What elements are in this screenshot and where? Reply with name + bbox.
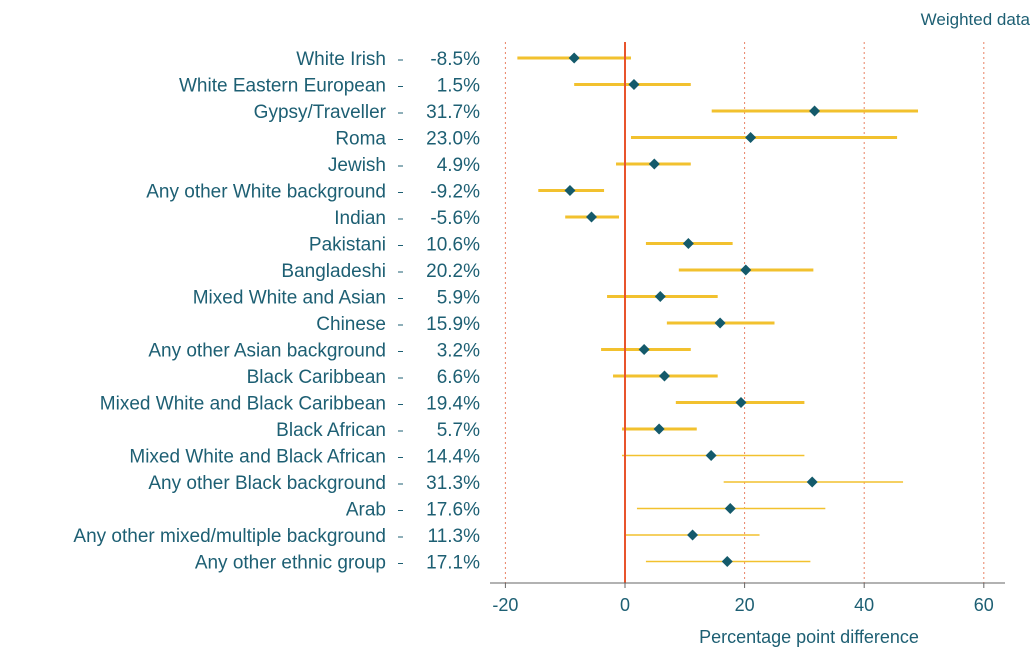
value-label: 31.3%	[426, 473, 480, 494]
x-tick-label: 20	[735, 595, 755, 615]
point-estimate	[809, 105, 821, 117]
point-estimate	[648, 158, 660, 170]
point-estimate	[568, 52, 580, 64]
point-estimate	[586, 211, 598, 223]
x-tick-label: 60	[974, 595, 994, 615]
value-label: 4.9%	[437, 155, 480, 176]
point-estimate	[628, 79, 640, 90]
value-label: 3.2%	[437, 341, 480, 362]
chart-subtitle: Weighted data	[921, 10, 1031, 29]
value-label: 5.9%	[437, 288, 480, 309]
point-estimate	[658, 370, 670, 382]
row-label: Mixed White and Black African	[129, 447, 386, 468]
row-label: Roma	[335, 129, 386, 150]
row-label: Indian	[334, 208, 386, 229]
row-label: Black Caribbean	[247, 367, 386, 388]
row-label: Mixed White and Asian	[193, 288, 386, 309]
value-label: -8.5%	[430, 49, 480, 70]
row-label: Mixed White and Black Caribbean	[100, 394, 386, 415]
point-estimate	[564, 185, 576, 196]
point-estimate	[721, 556, 733, 567]
x-tick-label: -20	[492, 595, 518, 615]
point-estimate	[745, 132, 757, 143]
x-tick-label: 40	[854, 595, 874, 615]
x-axis-label: Percentage point difference	[699, 627, 919, 647]
point-estimates	[564, 52, 821, 567]
value-label: 5.7%	[437, 420, 480, 441]
point-estimate	[682, 238, 694, 249]
value-label: 6.6%	[437, 367, 480, 388]
row-labels: White Irish White Eastern European Gypsy/T…	[73, 49, 403, 574]
value-labels: -8.5% 1.5% 31.7% 23.0% 4.9% -9.2% -5.6% 10.6% 20…	[426, 49, 480, 574]
value-label: -9.2%	[430, 182, 480, 203]
row-label: Gypsy/Traveller	[254, 102, 387, 123]
point-estimate	[654, 291, 666, 302]
row-label: Any other mixed/multiple background	[73, 526, 386, 547]
row-label: Any other Asian background	[148, 341, 386, 362]
value-label: 14.4%	[426, 447, 480, 468]
row-label: Pakistani	[309, 235, 386, 256]
point-estimate	[705, 450, 717, 461]
value-label: 17.1%	[426, 553, 480, 574]
value-label: 10.6%	[426, 235, 480, 256]
point-estimate	[740, 264, 752, 276]
row-label: Arab	[346, 500, 386, 521]
row-label: Any other White background	[146, 182, 386, 203]
row-label: White Eastern European	[179, 76, 386, 97]
row-label: Bangladeshi	[281, 261, 386, 282]
point-estimate	[714, 317, 726, 329]
x-axis: -20 0 20 40 60	[490, 582, 1005, 615]
value-label: 31.7%	[426, 102, 480, 123]
value-label: 1.5%	[437, 76, 480, 97]
point-estimate	[724, 503, 736, 514]
value-label: 11.3%	[428, 526, 481, 547]
value-label: 17.6%	[426, 500, 480, 521]
row-label: Black African	[276, 420, 386, 441]
row-label: White Irish	[296, 49, 386, 70]
point-estimate	[735, 397, 747, 408]
value-label: 20.2%	[426, 261, 480, 282]
row-label: Jewish	[328, 155, 386, 176]
gridlines	[504, 42, 985, 583]
row-label: Chinese	[316, 314, 386, 335]
point-estimate	[653, 423, 665, 435]
point-estimate	[687, 529, 699, 541]
confidence-intervals	[517, 56, 919, 563]
value-label: -5.6%	[430, 208, 480, 229]
point-estimate	[806, 476, 818, 488]
row-label: Any other ethnic group	[195, 553, 386, 574]
value-label: 23.0%	[426, 129, 480, 150]
row-label: Any other Black background	[148, 473, 386, 494]
value-label: 15.9%	[426, 314, 480, 335]
point-estimate	[638, 344, 650, 355]
value-label: 19.4%	[426, 394, 480, 415]
x-tick-label: 0	[620, 595, 630, 615]
